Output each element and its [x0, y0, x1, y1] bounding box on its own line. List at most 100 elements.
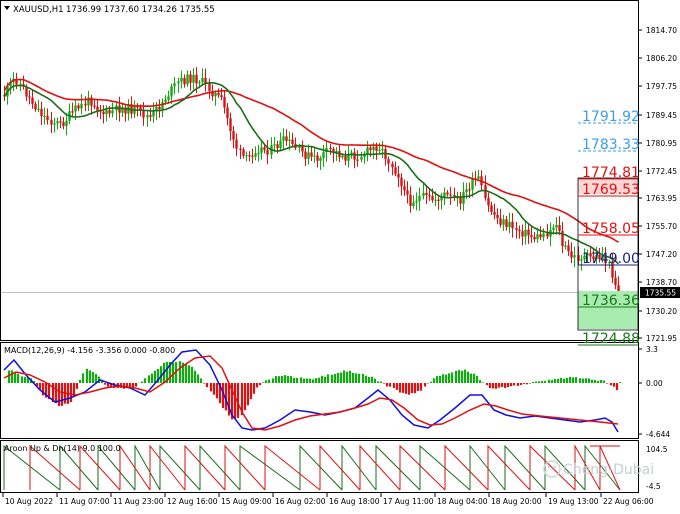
- macd-histogram-bar: [548, 380, 550, 383]
- macd-histogram-bar: [250, 383, 252, 399]
- macd-histogram-bar: [510, 383, 512, 386]
- candle-body: [515, 228, 517, 230]
- macd-histogram-bar: [244, 383, 246, 410]
- candle-body: [276, 144, 278, 148]
- macd-histogram-bar: [70, 383, 72, 402]
- candle-body: [96, 107, 98, 111]
- candle-body: [428, 195, 430, 196]
- macd-histogram-bar: [389, 383, 391, 387]
- candle-body: [186, 74, 188, 84]
- macd-histogram-bar: [467, 372, 469, 383]
- macd-histogram-bar: [278, 376, 280, 383]
- price-axis-label: 1814.70: [646, 26, 677, 35]
- macd-histogram-bar: [371, 377, 373, 383]
- time-axis-label: 19 Aug 13:00: [548, 497, 599, 506]
- price-axis-label: 1721.95: [646, 334, 677, 343]
- macd-histogram-bar: [486, 383, 488, 385]
- candle-body: [570, 251, 572, 257]
- macd-histogram-bar: [476, 376, 478, 383]
- candle-body: [158, 107, 160, 109]
- candle-body: [449, 194, 451, 195]
- candle-body: [239, 149, 241, 150]
- candle-body: [285, 136, 287, 141]
- candle-body: [434, 200, 436, 201]
- macd-histogram-bar: [448, 373, 450, 383]
- macd-histogram-bar: [399, 383, 401, 392]
- macd-histogram-bar: [513, 383, 515, 385]
- candle-body: [400, 178, 402, 187]
- macd-histogram-bar: [141, 382, 143, 383]
- candle-body: [567, 246, 569, 252]
- macd-histogram-bar: [420, 383, 422, 391]
- candle-body: [43, 116, 45, 117]
- candle-body: [573, 255, 575, 257]
- macd-histogram-bar: [8, 371, 10, 383]
- candle-body: [527, 230, 529, 235]
- macd-histogram-bar: [455, 371, 457, 383]
- macd-histogram-bar: [616, 383, 618, 390]
- candle-body: [369, 147, 371, 150]
- macd-histogram-bar: [135, 383, 137, 387]
- candle-body: [496, 215, 498, 218]
- candle-body: [356, 160, 358, 161]
- macd-histogram-bar: [334, 374, 336, 383]
- candle-body: [235, 140, 237, 149]
- macd-histogram-bar: [538, 381, 540, 383]
- price-axis-label: 1797.75: [646, 82, 677, 91]
- candle-body: [204, 78, 206, 83]
- price-axis-label: 1738.70: [646, 278, 677, 287]
- candle-body: [31, 98, 33, 104]
- candle-body: [319, 158, 321, 161]
- aroon-scale-label: 104.5: [646, 445, 668, 454]
- candle-body: [422, 193, 424, 196]
- macd-histogram-bar: [203, 383, 205, 384]
- macd-histogram-bar: [324, 377, 326, 383]
- macd-histogram-bar: [331, 375, 333, 383]
- level-value: 1783.33: [582, 137, 640, 153]
- candle-body: [530, 235, 532, 237]
- macd-histogram-bar: [541, 381, 543, 383]
- time-axis-label: 18 Aug 04:00: [437, 497, 488, 506]
- macd-histogram-bar: [315, 378, 317, 383]
- candle-body: [108, 110, 110, 113]
- candle-body: [353, 152, 355, 159]
- macd-histogram-bar: [89, 370, 91, 383]
- macd-histogram-bar: [191, 367, 193, 383]
- candle-body: [524, 230, 526, 237]
- macd-histogram-bar: [551, 380, 553, 383]
- macd-histogram-bar: [368, 377, 370, 383]
- macd-histogram-bar: [200, 378, 202, 383]
- candle-body: [341, 156, 343, 158]
- macd-histogram-bar: [464, 370, 466, 383]
- candle-body: [418, 196, 420, 201]
- aroon-scale-label: -4.5: [646, 482, 661, 491]
- macd-histogram-bar: [343, 370, 345, 383]
- macd-histogram-bar: [526, 383, 528, 384]
- candle-body: [477, 176, 479, 179]
- macd-histogram-bar: [461, 371, 463, 383]
- macd-histogram-bar: [535, 382, 537, 383]
- candle-body: [409, 195, 411, 206]
- macd-histogram-bar: [262, 382, 264, 383]
- macd-histogram-bar: [309, 379, 311, 383]
- watermark-text: Cheng-Dubai: [563, 462, 654, 478]
- macd-histogram-bar: [349, 371, 351, 383]
- macd-histogram-bar: [362, 374, 364, 383]
- macd-histogram-bar: [504, 383, 506, 388]
- macd-histogram-bar: [507, 383, 509, 387]
- candle-body: [508, 222, 510, 227]
- candle-body: [391, 164, 393, 168]
- macd-histogram-bar: [346, 372, 348, 383]
- candle-body: [34, 104, 36, 110]
- level-value: 1774.81: [582, 165, 640, 181]
- candle-body: [192, 75, 194, 83]
- candle-body: [177, 82, 179, 84]
- candle-body: [208, 83, 210, 91]
- candle-body: [217, 93, 219, 95]
- price-pane[interactable]: [1, 1, 639, 341]
- candle-body: [118, 105, 120, 112]
- macd-histogram-bar: [148, 375, 150, 383]
- macd-histogram-bar: [585, 378, 587, 383]
- macd-histogram-bar: [442, 374, 444, 383]
